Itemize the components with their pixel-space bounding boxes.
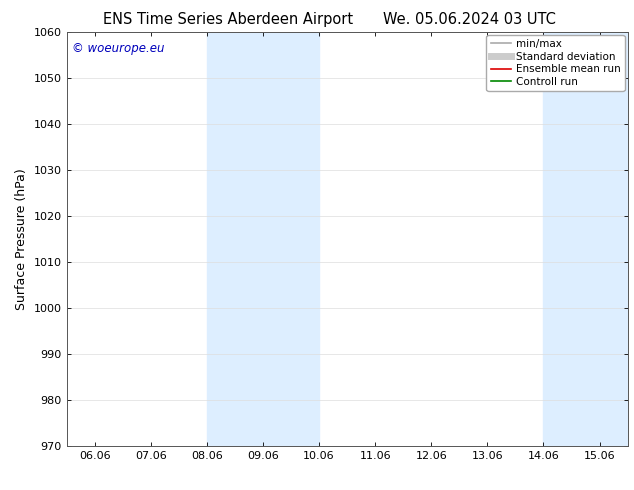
Text: ENS Time Series Aberdeen Airport: ENS Time Series Aberdeen Airport [103,12,353,27]
Text: We. 05.06.2024 03 UTC: We. 05.06.2024 03 UTC [383,12,555,27]
Bar [207,32,319,446]
Text: © woeurope.eu: © woeurope.eu [72,42,165,55]
Bar [543,32,628,446]
Legend: min/max, Standard deviation, Ensemble mean run, Controll run: min/max, Standard deviation, Ensemble me… [486,35,624,91]
Y-axis label: Surface Pressure (hPa): Surface Pressure (hPa) [15,168,28,310]
